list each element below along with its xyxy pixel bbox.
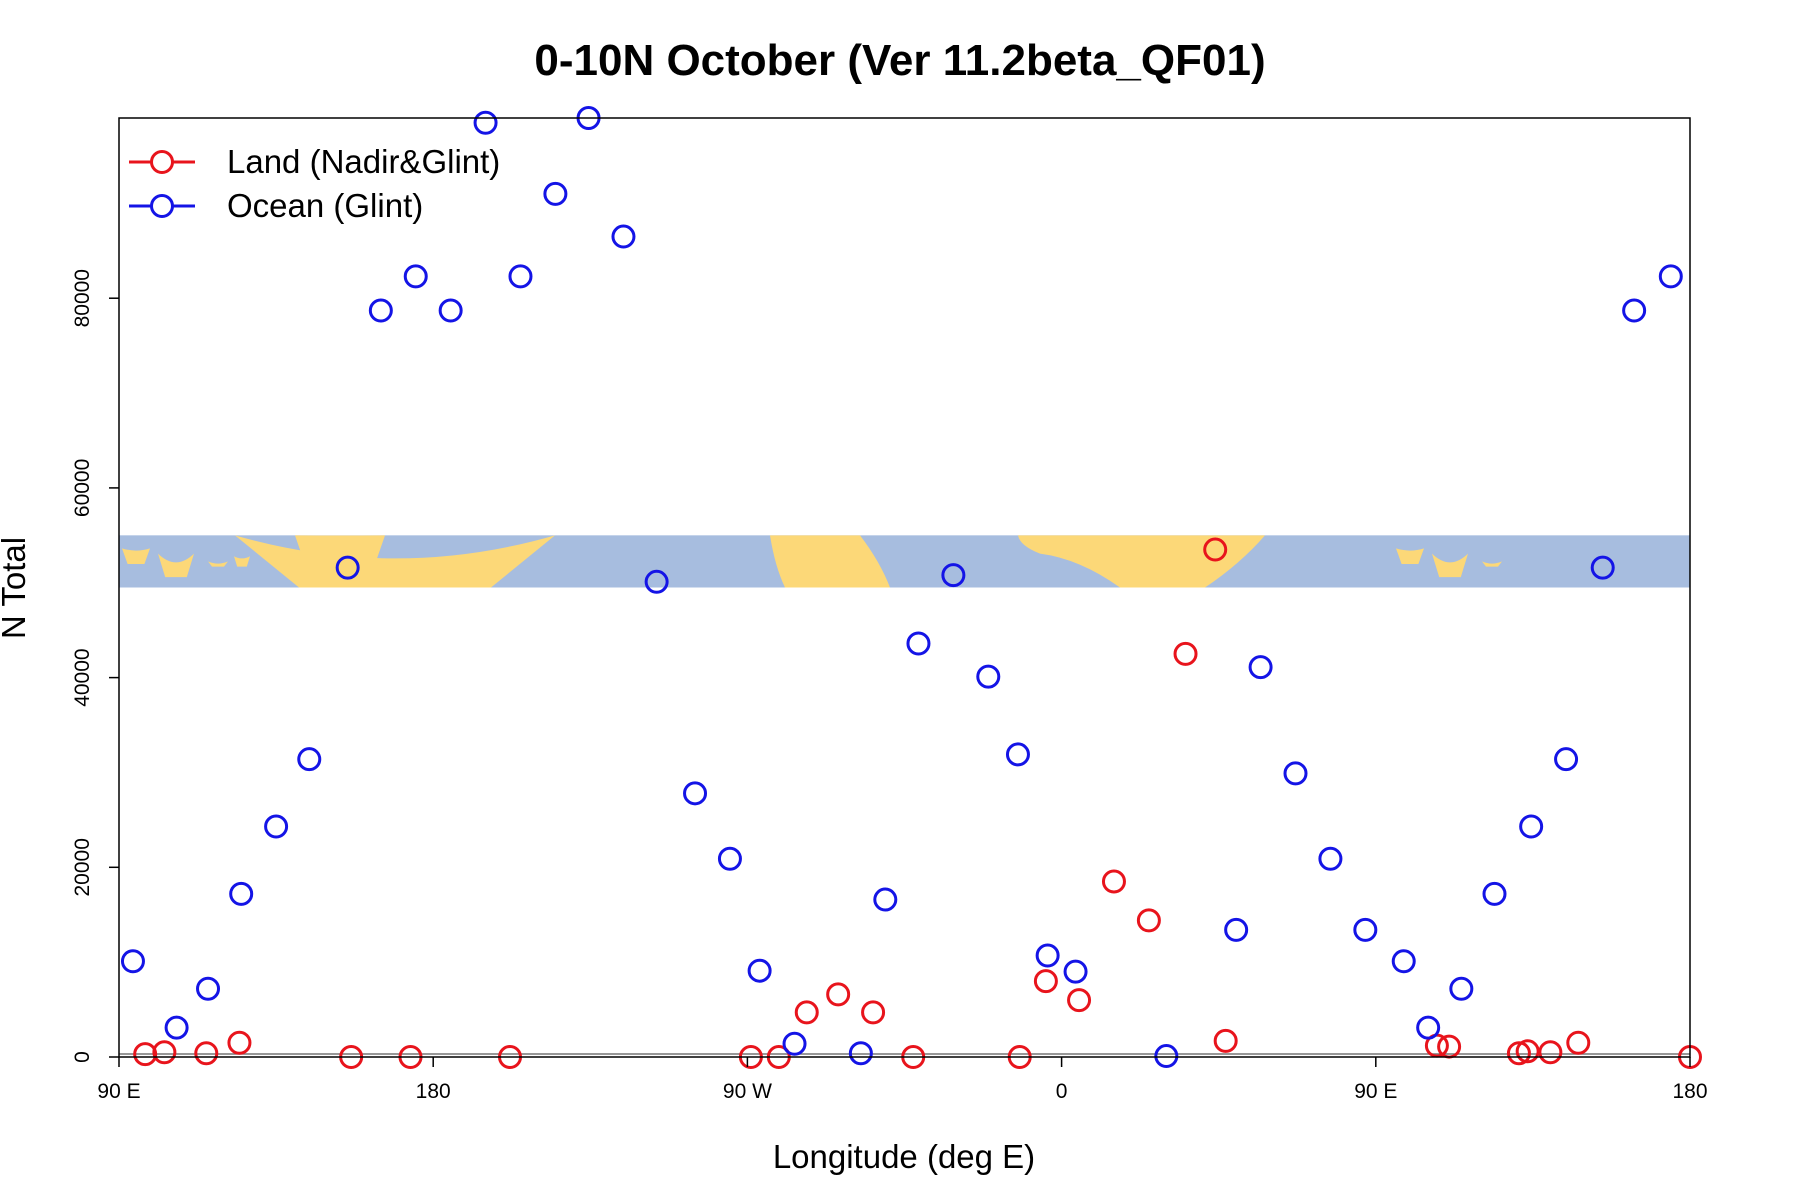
data-point	[683, 781, 708, 806]
map-land-shape	[122, 548, 150, 565]
ocean-series-points	[120, 106, 1683, 1069]
data-point	[152, 1040, 177, 1065]
legend-marker	[150, 194, 174, 218]
x-tick-label: 90 E	[97, 1080, 140, 1103]
data-point	[1283, 761, 1308, 786]
data-point	[368, 298, 393, 323]
data-point	[1101, 869, 1126, 894]
y-tick-label: 40000	[71, 648, 94, 706]
data-point	[1554, 747, 1579, 772]
map-land-shape	[208, 561, 228, 567]
data-point	[1173, 641, 1198, 666]
data-point	[229, 881, 254, 906]
x-tick-label: 180	[1672, 1080, 1707, 1103]
data-point	[794, 1000, 819, 1025]
data-point	[264, 814, 289, 839]
data-point	[1213, 1028, 1238, 1053]
data-point	[543, 181, 568, 206]
plot-frame	[118, 117, 1691, 1058]
data-point	[1353, 917, 1378, 942]
data-point	[848, 1041, 873, 1066]
data-point	[1035, 943, 1060, 968]
data-point	[1515, 1039, 1540, 1064]
map-land-shape	[1396, 548, 1424, 565]
map-land-shape	[158, 553, 194, 578]
data-point	[1224, 917, 1249, 942]
data-point	[194, 1041, 219, 1066]
data-point	[1391, 949, 1416, 974]
y-tick-label: 60000	[71, 459, 94, 517]
data-point	[1067, 988, 1092, 1013]
data-point	[826, 982, 851, 1007]
x-axis: 90 E 180 90 W 0 90 E 180	[97, 1057, 1708, 1103]
data-point	[1416, 1015, 1441, 1040]
data-point	[1033, 969, 1058, 994]
data-point	[1005, 742, 1030, 767]
chart-title: 0-10N October (Ver 11.2beta_QF01)	[534, 36, 1265, 85]
data-point	[1482, 881, 1507, 906]
map-land-south-america	[770, 535, 890, 588]
legend-label: Ocean (Glint)	[227, 187, 423, 224]
data-point	[164, 1015, 189, 1040]
data-point	[1622, 298, 1647, 323]
data-point	[227, 1030, 252, 1055]
data-point	[133, 1042, 158, 1067]
y-tick-label: 0	[71, 1051, 94, 1063]
data-point	[717, 846, 742, 871]
legend: Land (Nadir&Glint) Ocean (Glint)	[129, 143, 500, 224]
data-point	[873, 887, 898, 912]
data-point	[1590, 555, 1615, 580]
map-land-shape	[234, 556, 250, 567]
y-tick-label: 80000	[71, 269, 94, 327]
map-land-shape	[235, 535, 555, 588]
data-point	[644, 569, 669, 594]
data-point	[1248, 655, 1273, 680]
data-point	[1136, 908, 1161, 933]
data-point	[1449, 976, 1474, 1001]
data-point	[611, 224, 636, 249]
data-point	[120, 949, 145, 974]
x-axis-label: Longitude (deg E)	[773, 1138, 1035, 1175]
legend-marker	[150, 150, 174, 174]
map-land-shape	[1482, 561, 1502, 567]
data-point	[335, 555, 360, 580]
data-point	[508, 264, 533, 289]
data-point	[861, 1000, 886, 1025]
data-point	[1063, 959, 1088, 984]
data-point	[297, 747, 322, 772]
data-point	[906, 631, 931, 656]
data-point	[1566, 1030, 1591, 1055]
y-axis-label: N Total	[0, 537, 32, 639]
data-point	[1538, 1040, 1563, 1065]
data-point	[473, 110, 498, 135]
data-point	[403, 264, 428, 289]
y-axis: 0 20000 40000 60000 80000	[71, 269, 119, 1063]
data-point	[438, 298, 463, 323]
data-point	[1154, 1044, 1179, 1069]
land-series-points	[133, 537, 1702, 1069]
data-point	[1658, 264, 1683, 289]
data-point	[941, 563, 966, 588]
x-tick-label: 180	[416, 1080, 451, 1103]
data-point	[976, 664, 1001, 689]
x-tick-label: 90 E	[1354, 1080, 1397, 1103]
data-point	[1506, 1041, 1531, 1066]
map-land-africa	[1018, 535, 1265, 588]
x-tick-label: 90 W	[723, 1080, 772, 1103]
legend-label: Land (Nadir&Glint)	[227, 143, 500, 180]
data-point	[1519, 814, 1544, 839]
y-tick-label: 20000	[71, 838, 94, 896]
world-map-strip	[119, 535, 1690, 588]
data-point	[1318, 846, 1343, 871]
map-land-shape	[1432, 553, 1468, 578]
data-point	[1203, 537, 1228, 562]
x-tick-label: 0	[1056, 1080, 1068, 1103]
data-point	[782, 1031, 807, 1056]
data-point	[747, 958, 772, 983]
data-point	[196, 976, 221, 1001]
